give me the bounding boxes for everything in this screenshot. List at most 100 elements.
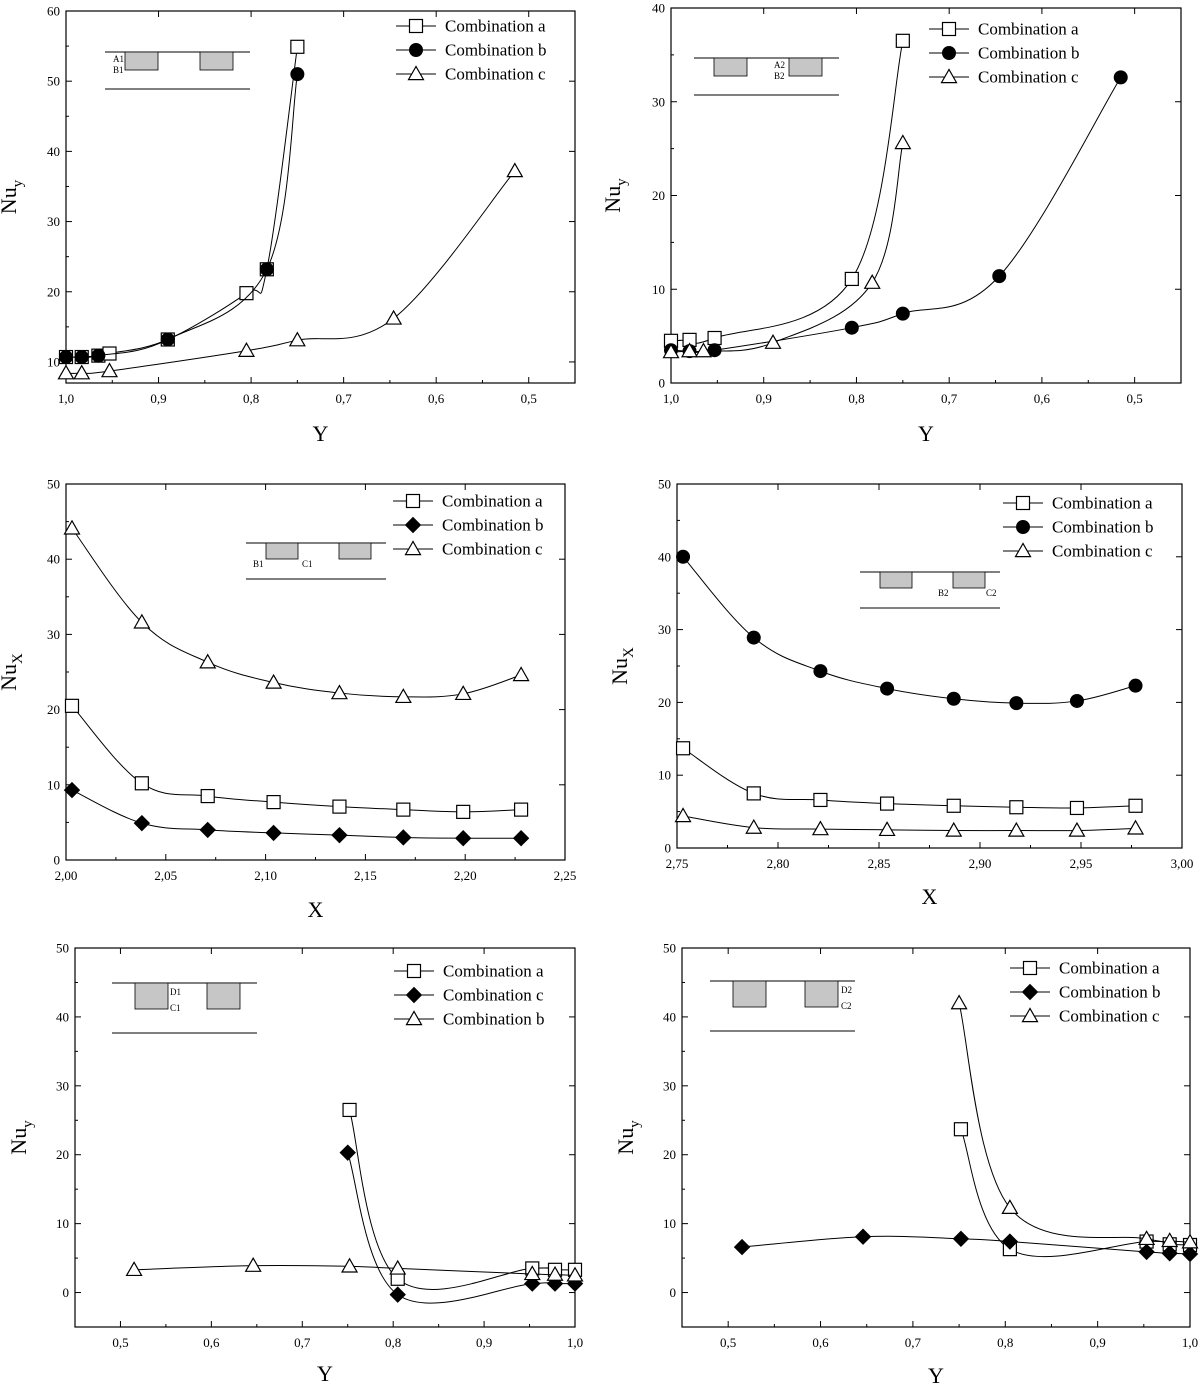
- legend-label: Combination c: [978, 68, 1079, 87]
- y-tick-label: 40: [652, 1, 665, 16]
- y-axis-label-sub: X: [621, 647, 637, 658]
- series-line: [349, 1109, 576, 1290]
- data-point: [854, 1228, 872, 1245]
- y-tick-label: 30: [56, 1078, 69, 1093]
- data-point: [456, 804, 471, 819]
- legend-marker: [406, 963, 422, 979]
- data-point: [134, 776, 149, 791]
- series-1: [663, 33, 910, 348]
- y-axis-label: Nuy: [613, 1120, 643, 1155]
- data-point: [811, 820, 829, 836]
- y-tick-label: 30: [47, 214, 60, 229]
- data-point: [1068, 821, 1086, 837]
- data-point: [662, 343, 680, 359]
- y-tick-label: 20: [652, 188, 665, 203]
- data-point: [1138, 1230, 1156, 1246]
- data-point: [91, 348, 106, 363]
- legend-label: Combination b: [445, 41, 547, 60]
- x-tick-label: 0,8: [997, 1335, 1013, 1350]
- y-axis-label: Nuy: [0, 179, 26, 214]
- data-point: [265, 824, 282, 842]
- inset-block-1: [879, 571, 913, 589]
- series-line: [347, 1152, 575, 1304]
- y-tick-label: 50: [47, 74, 60, 89]
- data-point: [880, 681, 895, 696]
- y-tick-label: 0: [659, 376, 666, 391]
- series-line: [65, 170, 516, 374]
- y-tick-label: 50: [663, 941, 676, 956]
- inset-block-2: [788, 57, 823, 77]
- x-tick-label: 0,7: [905, 1335, 922, 1350]
- inset-block-2: [804, 980, 839, 1008]
- data-point: [160, 332, 175, 347]
- y-tick-label: 30: [652, 94, 665, 109]
- legend-marker: [404, 516, 422, 534]
- data-point: [506, 162, 524, 178]
- legend-marker: [405, 986, 423, 1004]
- inset-block-1: [713, 57, 748, 77]
- data-point: [1069, 693, 1084, 708]
- legend-label: Combination b: [978, 44, 1080, 63]
- x-axis-label: X: [308, 897, 324, 922]
- inset-label: C1: [170, 1003, 181, 1013]
- data-point: [895, 306, 910, 321]
- legend-marker: [408, 18, 424, 34]
- y-tick-label: 20: [47, 284, 60, 299]
- legend-marker: [1022, 960, 1038, 976]
- y-axis-label-sub: y: [627, 1120, 643, 1128]
- x-axis-label: X: [922, 884, 938, 909]
- x-tick-label: 0,6: [428, 391, 445, 406]
- x-tick-label: 0,8: [848, 391, 864, 406]
- data-point: [73, 364, 91, 380]
- data-point: [57, 364, 75, 380]
- data-point: [100, 362, 119, 378]
- data-point: [878, 821, 896, 837]
- legend-marker: [941, 21, 957, 37]
- legend-label: Combination c: [443, 986, 544, 1005]
- legend-marker: [404, 540, 422, 556]
- series-1: [675, 741, 1143, 816]
- inset-label: B2: [938, 588, 949, 598]
- data-point: [513, 802, 529, 817]
- y-tick-label: 50: [56, 941, 69, 956]
- x-axis-label: Y: [928, 1363, 944, 1388]
- x-tick-label: 0,6: [812, 1335, 829, 1350]
- legend: Combination a Combination b Combination c: [1003, 494, 1154, 561]
- data-point: [895, 33, 910, 48]
- data-point: [1009, 696, 1024, 711]
- series-line: [71, 705, 522, 813]
- data-point: [200, 788, 215, 804]
- data-point: [1009, 800, 1024, 815]
- y-tick-label: 0: [63, 1285, 70, 1300]
- data-point: [523, 1265, 541, 1281]
- x-tick-label: 2,85: [868, 856, 891, 871]
- y-axis-label: NuX: [0, 653, 26, 691]
- data-point: [342, 1102, 357, 1118]
- data-point: [953, 1122, 969, 1137]
- x-tick-label: 1,0: [567, 1335, 583, 1350]
- x-tick-label: 2,90: [969, 856, 992, 871]
- x-tick-label: 3,00: [1171, 856, 1194, 871]
- x-tick-label: 0,9: [1090, 1335, 1106, 1350]
- series-line: [65, 46, 298, 358]
- data-point: [341, 1257, 359, 1273]
- legend-marker: [1021, 983, 1039, 1001]
- series-3: [950, 994, 1199, 1249]
- y-axis-label: Nuy: [6, 1120, 36, 1155]
- x-axis-label: Y: [317, 1361, 333, 1386]
- y-axis-label: NuX: [607, 647, 637, 685]
- data-point: [339, 1144, 356, 1161]
- data-point: [707, 343, 722, 358]
- data-point: [266, 794, 281, 810]
- legend-label: Combination a: [1052, 494, 1153, 513]
- y-tick-label: 10: [658, 768, 671, 783]
- data-point: [945, 821, 963, 837]
- inset-block-2: [338, 542, 372, 560]
- legend-marker: [1016, 520, 1030, 534]
- series-2: [664, 70, 1128, 359]
- data-point: [330, 684, 348, 700]
- series-1: [342, 1102, 583, 1290]
- legend-label: Combination b: [1059, 983, 1161, 1002]
- x-tick-label: 0,6: [1034, 391, 1051, 406]
